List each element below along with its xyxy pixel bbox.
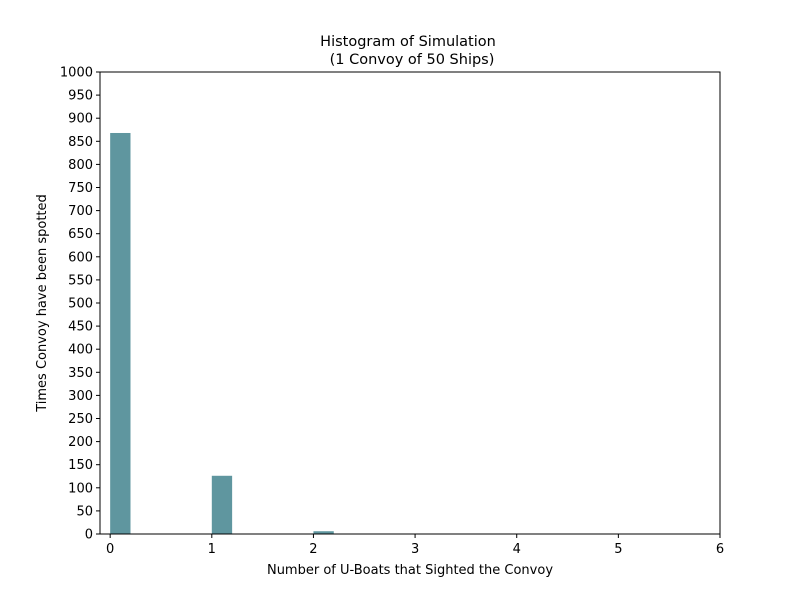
y-tick-label: 1000 [60,66,93,81]
y-tick-label: 850 [68,135,93,150]
x-tick-label: 0 [106,542,114,557]
x-tick-label: 4 [513,542,521,557]
x-tick-label: 2 [309,542,317,557]
y-tick-label: 300 [68,389,93,404]
x-tick-label: 5 [614,542,622,557]
y-tick-label: 500 [68,297,93,312]
y-tick-label: 400 [68,343,93,358]
x-tick-label: 6 [716,542,724,557]
y-tick-label: 450 [68,320,93,335]
histogram-bar-0 [110,132,131,534]
y-tick-label: 600 [68,250,93,265]
y-tick-label: 350 [68,366,93,381]
chart-subtitle: (1 Convoy of 50 Ships) [330,52,495,68]
x-tick-label: 1 [208,542,216,557]
x-axis-label: Number of U-Boats that Sighted the Convo… [267,563,553,578]
y-tick-label: 700 [68,204,93,219]
y-axis: 0 50 100 150 200 250 300 350 400 450 500 550 600 650 7… [60,66,100,543]
y-tick-label: 100 [68,481,93,496]
y-tick-label: 550 [68,273,93,288]
bars-layer [110,132,334,534]
y-axis-label: Times Convoy have been spotted [35,194,50,413]
y-tick-label: 800 [68,158,93,173]
y-tick-label: 200 [68,435,93,450]
y-tick-label: 900 [68,112,93,127]
y-tick-label: 650 [68,227,93,242]
y-tick-label: 750 [68,181,93,196]
histogram-bar-2 [313,531,334,534]
y-tick-label: 50 [76,504,93,519]
y-tick-label: 950 [68,89,93,104]
histogram-bar-1 [211,475,233,534]
y-tick-label: 0 [85,528,93,543]
x-axis: 0 1 2 3 4 5 6 [106,534,724,557]
chart-title: Histogram of Simulation [320,34,496,50]
x-tick-label: 3 [411,542,419,557]
y-tick-label: 150 [68,458,93,473]
y-tick-label: 250 [68,412,93,427]
